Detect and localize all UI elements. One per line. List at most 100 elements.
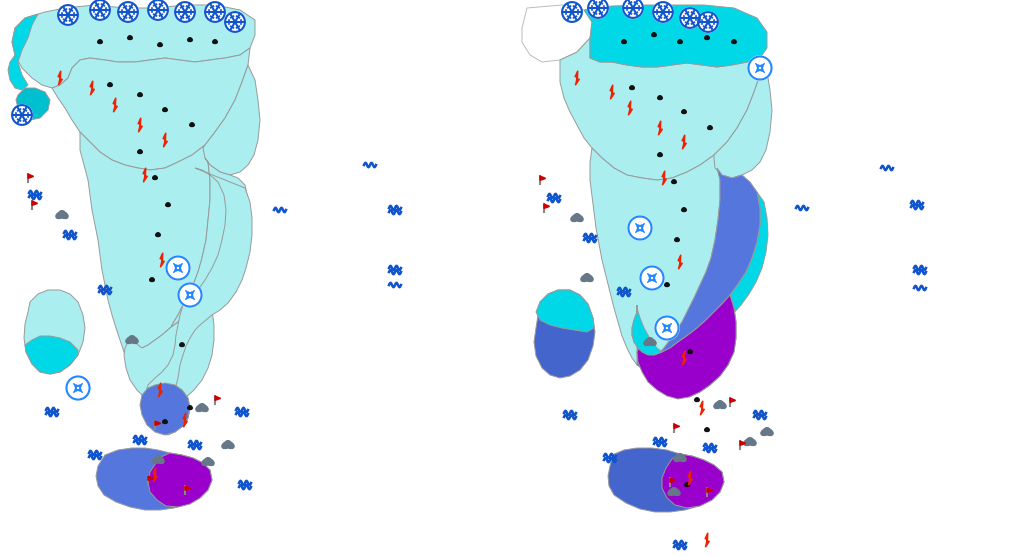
- Polygon shape: [124, 295, 214, 405]
- Circle shape: [628, 216, 652, 240]
- Polygon shape: [90, 81, 94, 95]
- Polygon shape: [707, 488, 713, 493]
- Circle shape: [671, 488, 677, 494]
- Circle shape: [649, 339, 655, 345]
- Circle shape: [644, 341, 648, 345]
- Polygon shape: [688, 471, 692, 485]
- Circle shape: [222, 444, 226, 449]
- Circle shape: [196, 407, 201, 411]
- Polygon shape: [52, 48, 250, 170]
- Circle shape: [561, 2, 583, 22]
- Polygon shape: [637, 295, 736, 399]
- Circle shape: [673, 489, 679, 495]
- Circle shape: [579, 217, 583, 221]
- Circle shape: [131, 337, 137, 344]
- Circle shape: [581, 277, 586, 281]
- Polygon shape: [128, 36, 132, 39]
- Circle shape: [223, 443, 228, 449]
- Circle shape: [750, 439, 756, 445]
- Circle shape: [61, 212, 68, 219]
- Circle shape: [129, 336, 135, 342]
- Polygon shape: [96, 448, 212, 510]
- Polygon shape: [187, 406, 193, 410]
- Polygon shape: [678, 255, 682, 269]
- Circle shape: [766, 429, 772, 435]
- Polygon shape: [153, 468, 158, 482]
- Circle shape: [655, 316, 679, 340]
- Polygon shape: [657, 96, 663, 100]
- Polygon shape: [28, 174, 34, 178]
- Polygon shape: [665, 283, 670, 286]
- Circle shape: [675, 455, 681, 461]
- Polygon shape: [148, 453, 212, 507]
- Circle shape: [66, 376, 90, 400]
- Polygon shape: [138, 118, 142, 132]
- Polygon shape: [700, 401, 705, 415]
- Circle shape: [714, 404, 719, 409]
- Polygon shape: [575, 71, 580, 85]
- Polygon shape: [732, 39, 736, 43]
- Circle shape: [680, 8, 700, 28]
- Polygon shape: [682, 351, 686, 365]
- Polygon shape: [97, 39, 102, 43]
- Circle shape: [11, 105, 33, 125]
- Circle shape: [56, 212, 62, 219]
- Polygon shape: [534, 290, 595, 378]
- Circle shape: [743, 441, 749, 445]
- Polygon shape: [705, 428, 710, 431]
- Circle shape: [748, 56, 772, 80]
- Polygon shape: [662, 454, 724, 508]
- Circle shape: [153, 458, 159, 464]
- Polygon shape: [682, 135, 686, 149]
- Circle shape: [640, 266, 665, 290]
- Polygon shape: [8, 14, 38, 90]
- Polygon shape: [730, 398, 735, 403]
- Polygon shape: [685, 483, 689, 486]
- Circle shape: [57, 4, 79, 26]
- Polygon shape: [678, 39, 682, 43]
- Polygon shape: [544, 204, 550, 208]
- Polygon shape: [32, 201, 38, 205]
- Circle shape: [674, 457, 678, 461]
- Polygon shape: [632, 168, 760, 368]
- Polygon shape: [189, 123, 195, 127]
- Polygon shape: [628, 101, 633, 115]
- Polygon shape: [25, 336, 78, 374]
- Polygon shape: [608, 448, 724, 512]
- Circle shape: [207, 459, 213, 465]
- Polygon shape: [522, 5, 592, 62]
- Circle shape: [571, 217, 575, 221]
- Polygon shape: [658, 121, 663, 135]
- Polygon shape: [58, 71, 62, 85]
- Polygon shape: [672, 180, 676, 183]
- Polygon shape: [158, 43, 162, 47]
- Polygon shape: [156, 233, 161, 236]
- Circle shape: [178, 283, 202, 307]
- Polygon shape: [160, 253, 165, 267]
- Circle shape: [199, 404, 206, 410]
- Polygon shape: [80, 132, 210, 372]
- Circle shape: [204, 407, 208, 411]
- Polygon shape: [140, 383, 190, 435]
- Polygon shape: [113, 98, 118, 112]
- Polygon shape: [694, 398, 699, 401]
- Circle shape: [205, 458, 211, 464]
- Circle shape: [717, 401, 723, 408]
- Polygon shape: [662, 171, 667, 185]
- Polygon shape: [150, 278, 155, 281]
- Polygon shape: [143, 168, 147, 182]
- Polygon shape: [705, 36, 710, 39]
- Circle shape: [623, 0, 643, 18]
- Circle shape: [147, 0, 168, 21]
- Circle shape: [761, 431, 765, 435]
- Polygon shape: [153, 176, 158, 180]
- Circle shape: [582, 275, 588, 281]
- Circle shape: [133, 339, 138, 344]
- Circle shape: [58, 211, 66, 217]
- Polygon shape: [16, 88, 50, 120]
- Polygon shape: [675, 238, 679, 241]
- Circle shape: [752, 441, 756, 445]
- Circle shape: [126, 339, 130, 344]
- Polygon shape: [158, 383, 163, 397]
- Circle shape: [645, 339, 651, 345]
